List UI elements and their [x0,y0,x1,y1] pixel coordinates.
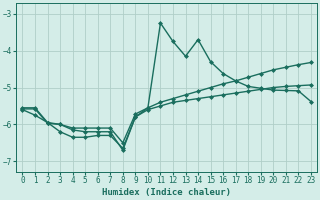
X-axis label: Humidex (Indice chaleur): Humidex (Indice chaleur) [102,188,231,197]
